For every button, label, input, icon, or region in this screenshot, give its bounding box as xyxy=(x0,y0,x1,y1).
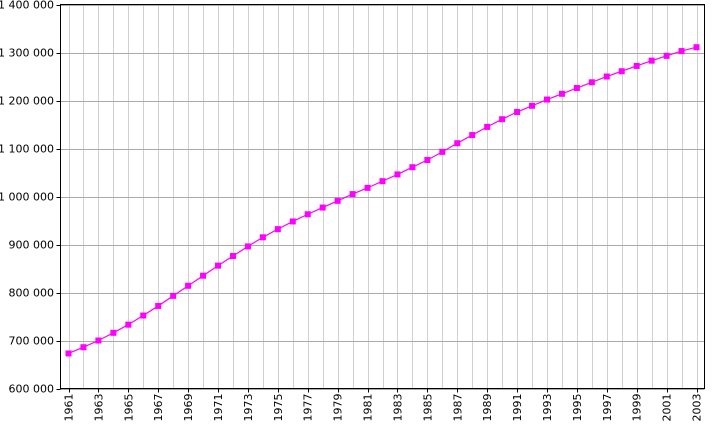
data-point-1978 xyxy=(319,204,326,211)
data-point-1971 xyxy=(215,262,222,269)
data-point-1988 xyxy=(469,132,476,139)
data-point-2003 xyxy=(693,44,700,51)
data-point-1987 xyxy=(454,140,461,147)
data-point-2000 xyxy=(648,57,655,64)
x-tick-label: 1981 xyxy=(362,394,375,422)
data-point-1974 xyxy=(259,234,266,241)
x-tick-label: 1975 xyxy=(272,394,285,422)
data-point-1986 xyxy=(439,148,446,155)
x-tick-label: 1983 xyxy=(391,394,404,422)
data-point-1961 xyxy=(65,350,72,357)
data-point-1991 xyxy=(514,109,521,116)
x-axis-ticks: 1961 1963 1965 1967 1969 1971 1973 1975 1977 1979… xyxy=(63,388,704,422)
data-point-1970 xyxy=(200,272,207,279)
y-tick-label: 1 000 000 xyxy=(0,191,54,204)
data-point-1995 xyxy=(573,85,580,92)
series-layer xyxy=(65,44,700,357)
x-tick-label: 1985 xyxy=(421,394,434,422)
data-point-1990 xyxy=(499,116,506,123)
data-point-1965 xyxy=(125,321,132,328)
x-tick-label: 1979 xyxy=(332,394,345,422)
x-tick-label: 1969 xyxy=(182,394,195,422)
plot-frame xyxy=(60,4,705,389)
data-point-1973 xyxy=(244,243,251,250)
x-tick-label: 1999 xyxy=(631,394,644,422)
y-tick-label: 900 000 xyxy=(9,239,55,252)
x-tick-label: 1989 xyxy=(481,394,494,422)
y-tick-label: 1 400 000 xyxy=(0,0,54,12)
y-axis-ticks: 600 000 700 000 800 000 900 000 1 000 000 1 1… xyxy=(0,0,61,396)
x-tick-label: 1963 xyxy=(92,394,105,422)
data-point-1993 xyxy=(543,96,550,103)
data-point-1975 xyxy=(274,226,281,233)
x-tick-label: 1991 xyxy=(511,394,524,422)
data-point-2002 xyxy=(678,48,685,55)
x-tick-label: 1987 xyxy=(451,394,464,422)
x-tick-label: 2003 xyxy=(691,394,704,422)
data-point-1963 xyxy=(95,337,102,344)
x-tick-label: 1977 xyxy=(302,394,315,422)
data-point-1996 xyxy=(588,79,595,86)
data-point-1984 xyxy=(409,164,416,171)
data-point-1983 xyxy=(394,171,401,178)
data-point-1982 xyxy=(379,178,386,185)
data-point-2001 xyxy=(663,52,670,59)
x-tick-label: 1971 xyxy=(212,394,225,422)
y-tick-label: 700 000 xyxy=(9,335,55,348)
data-point-1968 xyxy=(170,292,177,299)
data-point-1999 xyxy=(633,62,640,69)
data-point-1992 xyxy=(529,102,536,109)
data-point-1966 xyxy=(140,312,147,319)
data-point-1985 xyxy=(424,157,431,164)
x-tick-label: 1973 xyxy=(242,394,255,422)
series-line xyxy=(68,46,697,355)
data-point-1972 xyxy=(229,253,236,260)
data-point-1997 xyxy=(603,73,610,80)
x-tick-label: 1993 xyxy=(541,394,554,422)
x-tick-label: 1961 xyxy=(63,394,76,422)
y-tick-label: 600 000 xyxy=(9,383,55,396)
x-tick-label: 1965 xyxy=(122,394,135,422)
data-point-1964 xyxy=(110,329,117,336)
y-tick-label: 1 200 000 xyxy=(0,95,54,108)
data-point-1969 xyxy=(185,282,192,289)
data-point-1977 xyxy=(304,211,311,218)
x-tick-label: 1995 xyxy=(571,394,584,422)
x-tick-label: 1997 xyxy=(601,394,614,422)
data-point-1962 xyxy=(80,344,87,351)
data-point-1989 xyxy=(484,123,491,130)
x-tick-label: 1967 xyxy=(152,394,165,422)
data-point-1994 xyxy=(558,90,565,97)
data-point-1979 xyxy=(334,197,341,204)
data-point-1967 xyxy=(155,302,162,309)
y-tick-label: 1 100 000 xyxy=(0,143,54,156)
data-point-1976 xyxy=(289,218,296,225)
x-tick-label: 2001 xyxy=(661,394,674,422)
y-tick-label: 800 000 xyxy=(9,287,55,300)
grid-lines xyxy=(60,4,705,390)
data-point-1980 xyxy=(349,191,356,198)
data-point-1981 xyxy=(364,184,371,191)
data-point-1998 xyxy=(618,68,625,75)
y-tick-label: 1 300 000 xyxy=(0,47,54,60)
